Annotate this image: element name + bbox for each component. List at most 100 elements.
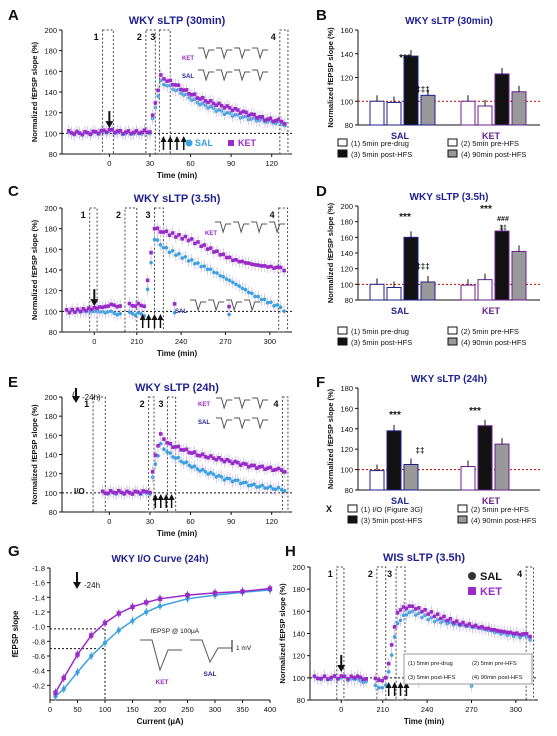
y-axis-label-C: Normalized fEPSP slope (%) — [30, 219, 39, 320]
chart-title-B: WKY sLTP (30min) — [405, 16, 493, 27]
data-point-KET — [104, 130, 109, 134]
data-point-KET — [88, 132, 93, 136]
y-tick-label: 100 — [340, 280, 353, 289]
data-point-KET — [86, 306, 91, 310]
data-point-KET — [73, 310, 77, 314]
y-tick-label: 160 — [340, 404, 353, 413]
data-point-KET — [139, 303, 144, 308]
group-label-SAL: SAL — [391, 496, 410, 506]
x-tick-label: 350 — [236, 705, 249, 714]
data-point-KET — [464, 623, 468, 628]
data-point-SAL — [203, 469, 208, 474]
data-point-SAL — [162, 447, 166, 452]
data-point-KET — [426, 612, 431, 616]
legend-swatch-3 — [337, 149, 348, 158]
data-point-SAL — [215, 271, 219, 275]
data-point-KET — [66, 128, 71, 133]
data-point-KET — [473, 623, 478, 628]
data-point-KET — [508, 630, 513, 635]
data-point-KET — [234, 258, 238, 262]
x-tick-label: 240 — [421, 705, 434, 714]
bar-KET-3 — [494, 73, 510, 126]
data-point-SAL — [112, 311, 116, 315]
io-label: I/O — [74, 487, 85, 496]
y-tick-label: 160 — [44, 67, 57, 76]
panel-label-G: G — [8, 543, 20, 560]
y-axis-label-E: Normalized fEPSP slope (%) — [30, 404, 39, 505]
data-point-SAL — [230, 479, 235, 484]
data-point-KET — [168, 441, 173, 446]
data-point-KET — [183, 234, 188, 239]
y-tick-label: 80 — [345, 296, 353, 305]
data-point-KET — [236, 108, 240, 112]
injection-label: -24h — [84, 581, 100, 590]
data-point-KET — [89, 633, 94, 638]
hfs-arrowhead — [145, 314, 152, 320]
data-point-KET — [155, 226, 160, 231]
x-tick-label: 150 — [126, 705, 139, 714]
hfs-arrowhead — [391, 682, 398, 688]
data-point-KET — [269, 264, 273, 269]
inset-title: fEPSP @ 100µA — [151, 628, 200, 635]
data-point-KET — [417, 606, 421, 610]
window-label-3: 3 — [387, 569, 392, 579]
bar-SAL-4 — [420, 94, 436, 126]
window-box-4 — [279, 29, 289, 155]
data-point-SAL — [200, 467, 205, 472]
data-point-SAL — [205, 267, 210, 272]
window-label-2: 2 — [140, 399, 145, 409]
data-point-KET — [271, 468, 275, 473]
y-axis-label-A: Normalized fEPSP slope (%) — [30, 41, 39, 142]
data-point-KET — [420, 609, 424, 614]
data-point-KET — [109, 302, 113, 307]
data-point-SAL — [377, 685, 381, 690]
y-tick-label: 140 — [44, 451, 57, 460]
data-point-KET — [200, 452, 205, 457]
data-point-SAL — [195, 467, 200, 471]
data-point-KET — [187, 92, 191, 96]
annotation: *** — [399, 212, 411, 223]
trace-inset-e — [252, 417, 269, 430]
data-point-KET — [122, 491, 127, 496]
data-point-KET — [214, 103, 219, 108]
hfs-arrowhead — [160, 136, 167, 142]
data-point-SAL — [279, 488, 284, 492]
legend-entry-4: (4) 90min post-HFS — [461, 150, 526, 159]
data-point-KET — [392, 625, 397, 629]
chart-title-F: WKY sLTP (24h) — [411, 374, 487, 385]
chart-title-G: WKY I/O Curve (24h) — [111, 554, 208, 565]
annotation: ‡‡‡ — [416, 262, 429, 271]
data-point-KET — [483, 626, 488, 631]
x-tick-label: 0 — [48, 705, 52, 714]
data-point-KET — [148, 130, 152, 134]
data-point-KET — [432, 614, 437, 619]
data-point-KET — [233, 106, 237, 111]
data-point-KET — [221, 252, 226, 257]
data-point-KET — [282, 268, 286, 273]
annotation: *** — [389, 410, 401, 421]
data-point-SAL — [389, 653, 394, 657]
data-point-SAL — [133, 313, 138, 318]
data-point-KET — [377, 678, 381, 682]
trace-inset-a — [216, 69, 233, 82]
data-point-KET — [184, 88, 189, 92]
data-point-SAL — [265, 486, 270, 490]
data-point-KET — [217, 456, 221, 460]
data-point-SAL — [249, 483, 254, 488]
y-tick-label: -1.6 — [32, 579, 45, 588]
data-point-KET — [439, 616, 443, 621]
bar-SAL-2 — [386, 286, 402, 301]
data-point-SAL — [156, 453, 160, 458]
data-point-KET — [70, 307, 74, 312]
data-point-SAL — [103, 310, 108, 315]
data-point-KET — [141, 489, 145, 493]
hfs-arrowhead — [385, 682, 392, 688]
data-point-KET — [255, 116, 259, 120]
data-point-SAL — [278, 305, 283, 310]
legend-marker-ket — [468, 587, 476, 595]
data-point-SAL — [222, 112, 227, 117]
data-point-KET — [98, 305, 102, 309]
y-tick-label: 200 — [292, 563, 305, 572]
y-tick-label: -0.6 — [32, 652, 45, 661]
data-point-KET — [171, 82, 175, 87]
